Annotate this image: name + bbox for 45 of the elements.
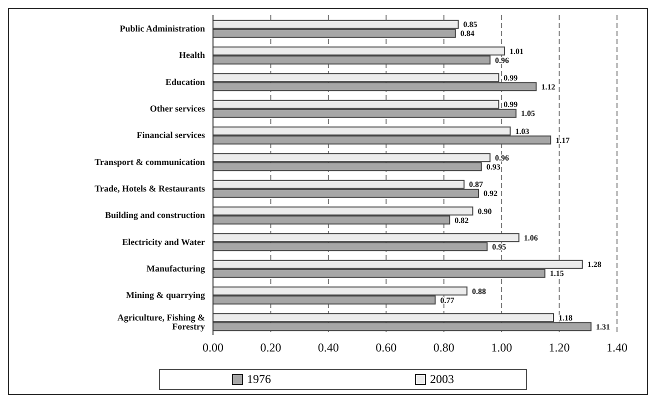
text: 1.40 (606, 340, 628, 355)
y-tick-label: Education (165, 76, 205, 87)
data-label: 0.84 (460, 29, 474, 38)
data-label: 0.99 (504, 74, 518, 83)
data-label: 0.96 (495, 56, 510, 65)
data-label: 0.96 (495, 154, 510, 163)
data-label: 0.85 (463, 20, 478, 30)
data-label: 0.95 (492, 242, 506, 252)
y-tick-label: Mining & quarrying (126, 290, 206, 300)
data-label: 0.87 (469, 180, 484, 190)
y-tick-label: Building and construction (104, 210, 205, 220)
text: 0.40 (318, 340, 339, 355)
text: 1.20 (548, 340, 570, 355)
data-label: 1.12 (541, 82, 556, 92)
data-label: 1.31 (596, 322, 610, 332)
data-label: 0.90 (478, 206, 492, 216)
data-label: 0.88 (472, 286, 486, 296)
y-tick-label: Agriculture, Fishing & Forestry (117, 312, 206, 332)
text: 1.00 (491, 340, 512, 355)
data-label: 0.92 (483, 189, 498, 198)
data-label: 1.01 (509, 46, 524, 56)
y-tick-label: Trade, Hotels & Restaurants (94, 184, 206, 194)
legend-label: 1976 (246, 372, 271, 387)
data-label: 1.28 (587, 260, 602, 270)
text: 0.00 (202, 340, 224, 355)
text: 0.60 (376, 340, 397, 355)
y-tick-label: Transport & communication (94, 156, 205, 167)
y-tick-label: Health (179, 50, 205, 60)
y-tick-label: Financial services (136, 130, 206, 140)
data-label: 0.82 (454, 216, 469, 225)
data-label: 0.77 (440, 296, 454, 305)
data-label: 1.03 (515, 126, 530, 136)
data-label: 0.99 (504, 100, 518, 110)
y-tick-label: Electricity and Water (122, 236, 205, 247)
text: 0.80 (433, 340, 454, 355)
text: 0.20 (260, 340, 282, 355)
y-tick-label: Other services (150, 104, 206, 114)
data-label: 1.17 (556, 136, 570, 145)
legend-label: 2003 (429, 372, 454, 387)
data-label: 0.93 (486, 162, 500, 172)
data-label: 1.06 (524, 234, 538, 243)
y-tick-label: Manufacturing (146, 264, 206, 274)
y-tick-label: Public Administration (120, 24, 205, 34)
data-label: 1.18 (558, 314, 573, 323)
data-label: 1.05 (521, 109, 535, 118)
